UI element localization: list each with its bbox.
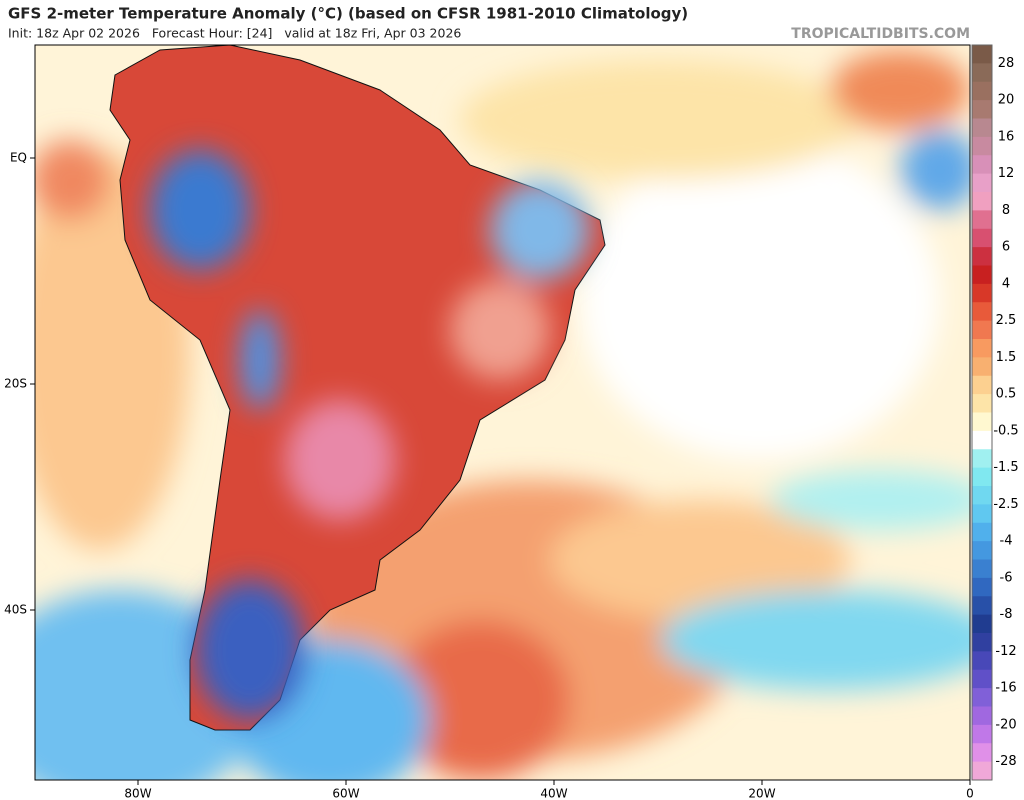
- colorbar-label: 20: [998, 93, 1015, 108]
- colorbar-band: [972, 118, 992, 138]
- colorbar-band: [972, 651, 992, 671]
- colorbar-label: 1.5: [996, 350, 1017, 365]
- lon-label: 40W: [540, 787, 567, 800]
- colorbar-band: [972, 449, 992, 469]
- colorbar-band: [972, 596, 992, 616]
- land-anomaly: [150, 150, 590, 720]
- colorbar-band: [972, 228, 992, 248]
- colorbar-frame: [971, 44, 993, 781]
- colorbar-band: [972, 743, 992, 763]
- colorbar-band: [972, 247, 992, 266]
- colorbar-band: [972, 724, 992, 744]
- subtitle: Init: 18z Apr 02 2026 Forecast Hour: [24…: [8, 26, 461, 41]
- site: TROPICALTIDBITS.COM: [791, 26, 970, 42]
- colorbar-band: [972, 486, 992, 505]
- colorbar-band: [972, 522, 992, 542]
- colorbar-band: [972, 412, 992, 432]
- colorbar-band: [972, 100, 992, 119]
- lon-label: 80W: [124, 787, 151, 800]
- lat-label: EQ: [10, 151, 27, 165]
- colorbar-label: 4: [1002, 276, 1010, 291]
- colorbar-band: [972, 504, 992, 524]
- colorbar-band: [972, 320, 992, 340]
- colorbar-label: -2.5: [993, 497, 1018, 512]
- colorbar-band: [972, 357, 992, 377]
- colorbar-band: [972, 577, 992, 597]
- colorbar-label: -6: [1000, 570, 1013, 585]
- title: GFS 2-meter Temperature Anomaly (°C) (ba…: [8, 5, 688, 23]
- colorbar-label: -16: [995, 681, 1016, 696]
- colorbar-band: [972, 265, 992, 285]
- colorbar-label: 2.5: [996, 313, 1017, 328]
- colorbar-band: [972, 210, 992, 230]
- colorbar-band: [972, 430, 992, 450]
- colorbar-band: [972, 541, 992, 560]
- colorbar-label: -0.5: [993, 423, 1018, 438]
- lon-label: 60W: [332, 787, 359, 800]
- colorbar-band: [972, 394, 992, 413]
- colorbar-band: [972, 614, 992, 634]
- colorbar-label: -4: [1000, 534, 1013, 549]
- colorbar-band: [972, 192, 992, 211]
- colorbar-label: -1.5: [993, 460, 1018, 475]
- lon-label: 20W: [748, 787, 775, 800]
- colorbar-band: [972, 45, 992, 64]
- colorbar-band: [972, 283, 992, 303]
- colorbar-label: -28: [995, 754, 1016, 769]
- lat-label: 20S: [4, 377, 27, 391]
- colorbar-band: [972, 81, 992, 101]
- colorbar-band: [972, 155, 992, 175]
- anomaly-field: [35, 50, 970, 780]
- colorbar-label: 0.5: [996, 387, 1017, 402]
- colorbar-label: 6: [1002, 240, 1010, 255]
- colorbar-band: [972, 173, 992, 193]
- colorbar-band: [972, 669, 992, 689]
- colorbar-label: -20: [995, 717, 1016, 732]
- lat-label: 40S: [4, 603, 27, 617]
- colorbar-label: -8: [1000, 607, 1013, 622]
- colorbar-band: [972, 63, 992, 83]
- colorbar-band: [972, 633, 992, 652]
- colorbar-band: [972, 688, 992, 707]
- colorbar-label: 12: [998, 166, 1015, 181]
- map-frame: [34, 44, 971, 781]
- colorbar-label: 8: [1002, 203, 1010, 218]
- colorbar-label: -12: [995, 644, 1016, 659]
- colorbar-band: [972, 467, 992, 487]
- colorbar-band: [972, 339, 992, 358]
- colorbar-band: [972, 559, 992, 579]
- colorbar-band: [972, 706, 992, 726]
- colorbar-band: [972, 136, 992, 156]
- colorbar-band: [972, 302, 992, 322]
- colorbar-band: [972, 375, 992, 395]
- lon-label: 0: [966, 787, 974, 800]
- colorbar-label: 28: [998, 56, 1015, 71]
- colorbar-band: [972, 761, 992, 781]
- colorbar-label: 16: [998, 129, 1015, 144]
- map: [34, 44, 971, 781]
